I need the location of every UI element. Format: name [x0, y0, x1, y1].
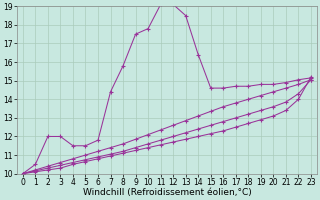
X-axis label: Windchill (Refroidissement éolien,°C): Windchill (Refroidissement éolien,°C)	[83, 188, 251, 197]
